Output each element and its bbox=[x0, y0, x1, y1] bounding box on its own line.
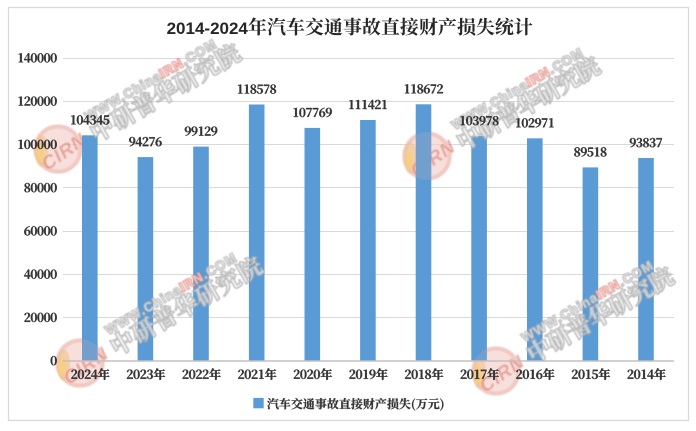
svg-text:2014-2024: 2014-2024 bbox=[167, 19, 249, 38]
